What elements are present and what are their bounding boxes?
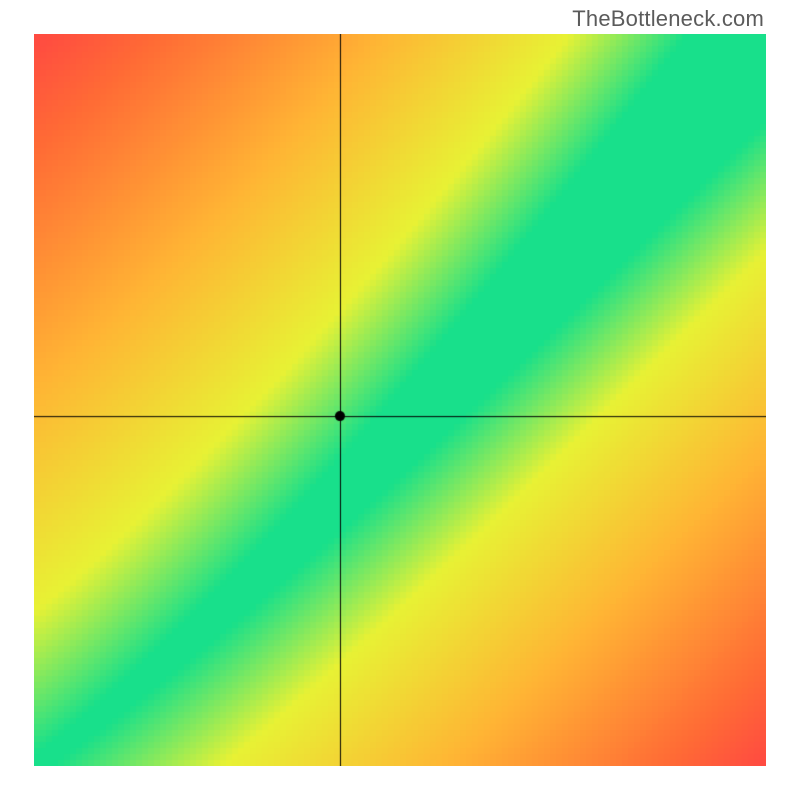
chart-container: TheBottleneck.com xyxy=(0,0,800,800)
heatmap-canvas xyxy=(34,34,766,766)
watermark-text: TheBottleneck.com xyxy=(572,6,764,32)
plot-black-frame xyxy=(34,34,766,766)
